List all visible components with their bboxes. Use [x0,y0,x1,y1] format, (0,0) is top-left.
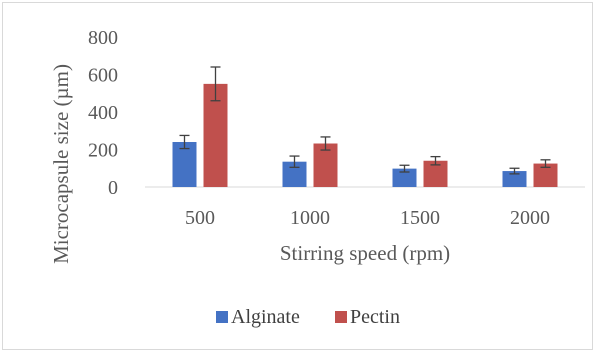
error-bar-pectin-1000 [320,136,331,151]
y-axis-ticks: 0 200 400 600 800 [88,27,118,199]
x-tick-label: 1500 [400,207,440,229]
error-bars [179,66,551,175]
bar-pectin-2000 [533,163,558,187]
bar-alginate-1500 [392,168,417,187]
bar-pectin-1000 [313,143,338,187]
legend-item-alginate: Alginate [216,306,300,328]
error-bar-alginate-2000 [509,167,520,175]
bar-alginate-2000 [502,171,527,187]
error-bar-alginate-500 [179,134,190,150]
error-bar-alginate-1000 [289,155,300,168]
y-tick-label: 600 [88,65,118,87]
x-axis-title: Stirring speed (rpm) [280,241,450,265]
y-axis-title: Microcapsule size (µm) [49,64,73,264]
bar-alginate-500 [172,142,197,187]
error-bar-pectin-1500 [430,155,441,166]
y-tick-label: 0 [108,177,118,199]
x-tick-label: 1000 [290,207,330,229]
legend-item-pectin: Pectin [335,306,400,328]
legend-label: Pectin [350,306,400,328]
error-bar-pectin-2000 [540,159,551,168]
error-bar-alginate-1500 [399,164,410,173]
error-bar-pectin-500 [210,66,221,102]
x-tick-label: 2000 [510,207,550,229]
bar-series [172,83,558,187]
y-tick-label: 400 [88,102,118,124]
x-axis-ticks: 500 1000 1500 2000 [185,207,550,229]
legend: Alginate Pectin [216,306,400,328]
y-tick-label: 200 [88,140,118,162]
legend-label: Alginate [231,306,300,328]
legend-swatch [216,311,228,323]
legend-swatch [335,311,347,323]
y-tick-label: 800 [88,27,118,49]
x-tick-label: 500 [185,207,215,229]
